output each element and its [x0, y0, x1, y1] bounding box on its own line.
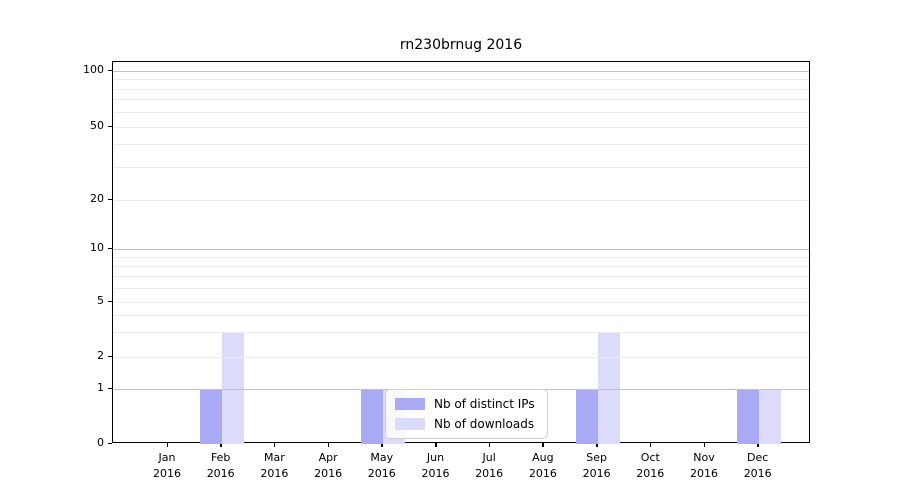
y-tick-label: 1: [97, 381, 104, 394]
minor-gridline: [113, 332, 809, 334]
y-tick-label: 0: [97, 436, 104, 449]
bar-distinct-ips-feb: [199, 389, 222, 444]
x-tick-label: Jan 2016: [153, 451, 181, 480]
minor-gridline: [113, 265, 809, 267]
x-tick-label: Feb 2016: [206, 451, 235, 480]
y-tick-label: 5: [97, 294, 104, 307]
x-tick: [273, 443, 276, 447]
x-tick: [596, 443, 598, 447]
minor-gridline: [113, 199, 809, 201]
x-tick-label: Sep 2016: [582, 451, 611, 480]
bar-distinct-ips-dec: [736, 389, 759, 444]
y-tick: [108, 69, 112, 71]
y-tick: [108, 198, 112, 200]
y-tick: [108, 125, 112, 127]
x-tick-label: Oct 2016: [636, 451, 665, 480]
plot-area: Nb of distinct IPs Nb of downloads: [112, 61, 810, 444]
legend-item-downloads: Nb of downloads: [395, 414, 547, 434]
bar-downloads-dec: [758, 389, 781, 444]
y-tick: [108, 300, 112, 302]
legend: Nb of distinct IPs Nb of downloads: [385, 389, 548, 439]
x-tick: [327, 443, 330, 447]
legend-swatch-distinct-ips: [395, 398, 425, 410]
major-gridline: [113, 70, 809, 72]
x-tick: [542, 443, 544, 447]
major-gridline: [113, 248, 809, 250]
x-tick: [166, 443, 168, 447]
x-tick-label: Nov 2016: [690, 451, 718, 480]
y-tick: [108, 387, 112, 389]
x-tick-label: Dec 2016: [743, 451, 772, 480]
y-tick-label: 2: [97, 349, 104, 362]
minor-gridline: [113, 275, 809, 277]
bar-downloads-sep: [597, 332, 620, 444]
y-tick-label: 50: [90, 119, 104, 132]
y-tick-label: 20: [90, 192, 104, 205]
x-tick: [220, 443, 222, 447]
y-tick-label: 10: [90, 241, 104, 254]
y-tick: [108, 442, 112, 444]
x-tick-label: Mar 2016: [260, 451, 289, 480]
legend-label-distinct-ips: Nb of distinct IPs: [434, 397, 535, 411]
chart-title: rn230brnug 2016: [399, 37, 523, 53]
minor-gridline: [113, 256, 809, 258]
minor-gridline: [113, 79, 809, 80]
minor-gridline: [113, 167, 809, 169]
x-tick: [435, 443, 437, 447]
x-tick-label: Jul 2016: [475, 451, 504, 480]
legend-swatch-downloads: [395, 418, 425, 430]
minor-gridline: [113, 287, 809, 289]
minor-gridline: [113, 126, 809, 128]
minor-gridline: [113, 301, 809, 303]
x-tick: [381, 443, 383, 447]
minor-gridline: [113, 356, 809, 358]
minor-gridline: [113, 111, 809, 113]
minor-gridline: [113, 314, 809, 316]
y-tick-label: 100: [83, 63, 104, 76]
bar-distinct-ips-sep: [575, 389, 598, 444]
x-tick-label: May 2016: [367, 451, 396, 480]
x-tick: [703, 443, 705, 447]
minor-gridline: [113, 144, 809, 146]
y-tick: [108, 247, 112, 249]
minor-gridline: [113, 88, 809, 90]
bar-downloads-feb: [221, 332, 244, 444]
x-tick-label: Apr 2016: [314, 451, 343, 480]
x-tick-label: Aug 2016: [528, 451, 557, 480]
bar-distinct-ips-may: [360, 389, 383, 444]
legend-item-distinct-ips: Nb of distinct IPs: [395, 394, 547, 414]
legend-label-downloads: Nb of downloads: [434, 417, 535, 431]
x-tick: [488, 443, 491, 447]
x-tick-label: Jun 2016: [421, 451, 450, 480]
x-tick: [757, 443, 759, 447]
x-tick: [649, 443, 652, 447]
y-tick: [108, 355, 112, 357]
minor-gridline: [113, 99, 809, 101]
